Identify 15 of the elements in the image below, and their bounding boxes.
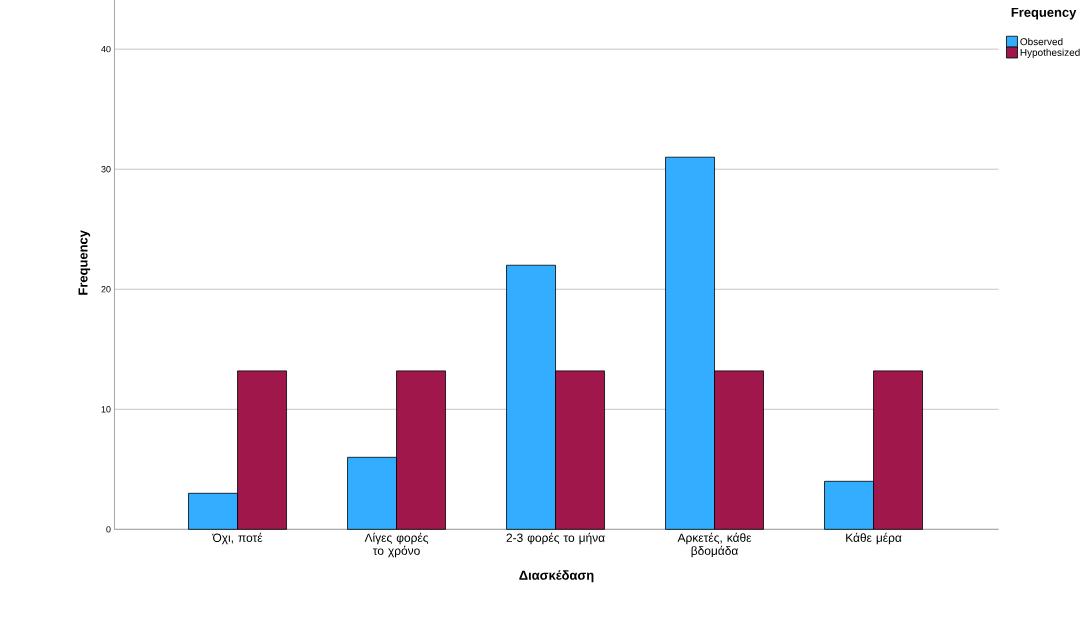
x-tick-label: Κάθε μέρα	[846, 532, 902, 545]
x-axis-title: Διασκέδαση	[519, 570, 594, 583]
x-tick-label: Λίγες φορές το χρόνο	[364, 532, 429, 558]
x-tick-label: Όχι, ποτέ	[212, 532, 263, 545]
y-tick-label: 10	[101, 406, 111, 413]
y-tick-label: 30	[101, 166, 111, 173]
y-axis-title: Frequency	[78, 230, 91, 295]
legend-label: Observed	[1020, 37, 1063, 46]
y-tick-label: 0	[106, 526, 111, 533]
x-tick-label: 2-3 φορές το μήνα	[506, 532, 605, 545]
y-tick-label: 20	[101, 286, 111, 293]
y-tick-label: 40	[101, 45, 111, 53]
x-tick-label: Αρκετές, κάθε βδομάδα	[677, 532, 752, 558]
legend-label: Hypothesized	[1020, 48, 1080, 58]
legend-title: Frequency	[1011, 7, 1077, 20]
